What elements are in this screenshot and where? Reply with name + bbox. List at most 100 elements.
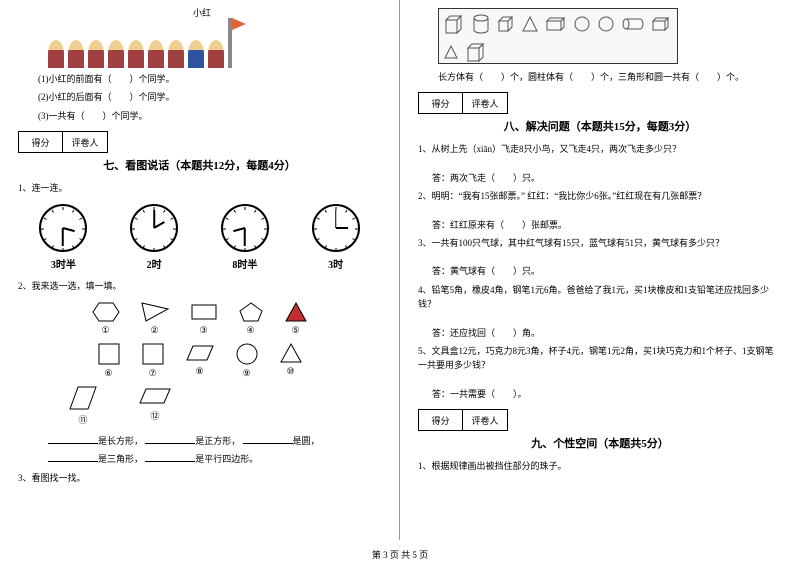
minute-hand [63, 228, 65, 246]
q-text: (3)一共有（ ）个同学。 [38, 109, 381, 123]
q-text: 4、铅笔5角，橡皮4角，钢笔1元6角。爸爸给了我1元，买1块橡皮和1支铅笔还应找… [418, 283, 782, 312]
clock-face [130, 204, 178, 252]
clock-face [39, 204, 87, 252]
score-label: 得分 [419, 93, 463, 113]
clocks-row: 3时半 2时 8时半 3时 [18, 204, 381, 271]
clock-label: 2时 [130, 256, 178, 271]
a-text: 答：还应找回（ ）角。 [432, 326, 782, 340]
shape-parallelogram: ⑧ [185, 342, 215, 379]
a-text: 答：一共需要（ ）。 [432, 387, 782, 401]
q-text: 1、连一连。 [18, 181, 381, 195]
clock-item: 3时 [312, 204, 360, 271]
minute-hand [153, 210, 155, 228]
shape-parallelogram: ⑫ [138, 385, 172, 426]
score-label: 得分 [419, 410, 463, 430]
score-box: 得分 评卷人 [418, 409, 508, 431]
blank [145, 434, 195, 444]
shape-triangle: ⑤ [284, 301, 308, 336]
shape-row: ① ② ③ ④ ⑤ [18, 301, 381, 336]
q-text: (2)小红的后面有（ ）个同学。 [38, 90, 381, 104]
q-text: 1、从树上先（xiān）飞走8只小鸟，又飞走4只，两次飞走多少只？ [418, 142, 782, 156]
a-text: 答：红红原来有（ ）张邮票。 [432, 218, 782, 232]
q-text: 3、看图找一找。 [18, 471, 381, 485]
triangle-icon [521, 15, 539, 33]
right-column: 长方体有（ ）个，圆柱体有（ ）个，三角形和圆一共有（ ）个。 得分 评卷人 八… [400, 0, 800, 540]
blank [48, 434, 98, 444]
shape-circle: ⑨ [235, 342, 259, 379]
hour-hand [63, 227, 75, 232]
score-box: 得分 评卷人 [418, 92, 508, 114]
blank [243, 434, 293, 444]
q-text: 2、我来选一选，填一填。 [18, 279, 381, 293]
box-caption: 长方体有（ ）个，圆柱体有（ ）个，三角形和圆一共有（ ）个。 [438, 70, 782, 84]
minute-hand [244, 228, 246, 246]
circle-icon [573, 15, 591, 33]
page-container: 小红 (1)小红的前面有（ ）个同学。 (2)小红的后面有（ ）个同学。 (3)… [0, 0, 800, 540]
clock-item: 8时半 [221, 204, 269, 271]
xiaohong-label: 小红 [193, 6, 211, 19]
shape-parallelogram: ⑪ [68, 385, 98, 426]
cube-icon [497, 15, 515, 33]
grader-label: 评卷人 [463, 93, 507, 113]
shape-square: ⑥ [97, 342, 121, 379]
person-icon [68, 40, 84, 68]
cylinder-icon [621, 17, 645, 31]
circle-icon [597, 15, 615, 33]
cuboid-icon [651, 16, 671, 32]
shape-triangle: ② [140, 301, 170, 336]
person-icon [148, 40, 164, 68]
clock-label: 3时 [312, 256, 360, 271]
person-icon [208, 40, 224, 68]
section-7-title: 七、看图说话（本题共12分，每题4分） [18, 157, 381, 173]
clock-face [221, 204, 269, 252]
q-text: (1)小红的前面有（ ）个同学。 [38, 72, 381, 86]
blank [48, 452, 98, 462]
blank [145, 452, 195, 462]
flag-icon [228, 18, 232, 68]
clock-item: 2时 [130, 204, 178, 271]
cube-icon [465, 41, 487, 63]
person-icon [128, 40, 144, 68]
clock-label: 3时半 [39, 256, 87, 271]
person-icon [108, 40, 124, 68]
a-text: 答：两次飞走（ ）只。 [432, 171, 782, 185]
cuboid-icon [545, 16, 567, 32]
minute-hand [335, 210, 337, 228]
section-8-title: 八、解决问题（本题共15分，每题3分） [418, 118, 782, 134]
q-text: 5、文具盒12元，巧克力8元3角，杯子4元，钢笔1元2角，买1块巧克力和1个杯子… [418, 344, 782, 373]
q-text: 2、明明：“我有15张邮票。” 红红：“我比你少6张。”红红现在有几张邮票？ [418, 189, 782, 203]
grader-label: 评卷人 [63, 132, 107, 152]
shape-hexagon: ① [92, 301, 120, 336]
hour-hand [154, 221, 165, 229]
clock-item: 3时半 [39, 204, 87, 271]
person-icon [168, 40, 184, 68]
clock-label: 8时半 [221, 256, 269, 271]
clock-face [312, 204, 360, 252]
shape-triangle: ⑩ [279, 342, 303, 379]
person-icon [48, 40, 64, 68]
person-icon [88, 40, 104, 68]
fill-line: 是三角形， 是平行四边形。 [48, 452, 381, 466]
q-text: 3、一共有100只气球，其中红气球有15只，蓝气球有51只，黄气球有多少只？ [418, 236, 782, 250]
q-text: 1、根据规律画出被挡住部分的珠子。 [418, 459, 782, 473]
grader-label: 评卷人 [463, 410, 507, 430]
score-box: 得分 评卷人 [18, 131, 108, 153]
a-text: 答：黄气球有（ ）只。 [432, 264, 782, 278]
shapes-area: ① ② ③ ④ ⑤ ⑥ ⑦ ⑧ ⑨ ⑩ ⑪ ⑫ [18, 301, 381, 426]
cylinder-icon [471, 13, 491, 35]
triangle-icon [443, 44, 459, 60]
left-column: 小红 (1)小红的前面有（ ）个同学。 (2)小红的后面有（ ）个同学。 (3)… [0, 0, 400, 540]
fill-line: 是长方形， 是正方形， 是圆， [48, 434, 381, 448]
shape-square: ⑦ [141, 342, 165, 379]
people-illustration: 小红 [18, 8, 381, 68]
page-footer: 第 3 页 共 5 页 [0, 548, 800, 561]
section-9-title: 九、个性空间（本题共5分） [418, 435, 782, 451]
shape-rectangle: ③ [190, 301, 218, 336]
shape-pentagon: ④ [238, 301, 264, 336]
hour-hand [336, 227, 348, 229]
shape-row: ⑪ ⑫ [18, 385, 381, 426]
cuboid-icon [443, 13, 465, 35]
score-label: 得分 [19, 132, 63, 152]
person-icon [188, 40, 204, 68]
shape-row: ⑥ ⑦ ⑧ ⑨ ⑩ [18, 342, 381, 379]
